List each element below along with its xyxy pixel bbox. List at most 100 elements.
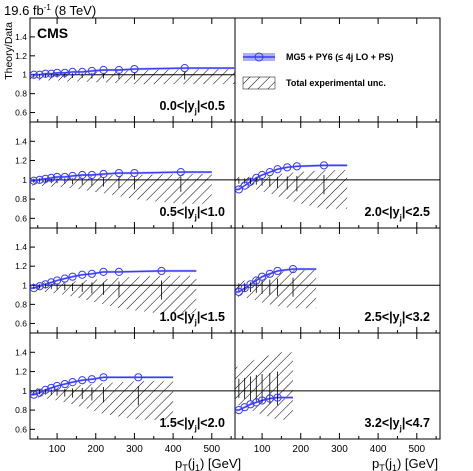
model-point [246,177,255,186]
model-point [114,65,124,75]
model-point [87,375,96,384]
y-tick-label: 1.2 [15,51,27,61]
model-point [52,172,62,182]
model-point [235,185,243,194]
panel-plot-area [30,64,235,85]
y-tick-label: 0.8 [15,299,27,309]
panel-plot-area [235,264,440,309]
model-point [68,378,77,387]
model-point [240,181,249,190]
model-point [78,270,87,279]
model-point [78,376,87,385]
model-point [68,272,77,281]
model-point [35,282,44,291]
y-tick-label: 1.4 [15,347,27,357]
model-point [252,398,261,407]
model-point [60,68,69,77]
model-point [30,284,38,293]
panel-frame-1-0 [234,17,441,123]
y-tick-label: 1.2 [15,367,27,377]
x-tick-label: 400 [165,444,182,455]
model-point [265,269,274,278]
y-tick-label: 0.8 [15,194,27,204]
model-point [52,68,62,77]
cms-label: CMS [37,25,68,41]
rapidity-bin-label: 2.5<|yj|<3.2 [364,310,430,327]
panel-plot-area [30,168,235,204]
model-point [30,70,38,79]
model-point [99,169,108,179]
panel-6: 3.2<|yj|<4.7 [235,352,440,433]
panel-frame-0-0: 0.6 0.8 1 1.2 1.4 [15,17,236,123]
legend-unc-swatch [242,76,276,90]
model-point [130,64,139,74]
panels: 0.60.811.21.40.60.811.21.40.60.811.21.40… [15,17,441,455]
model-point [265,394,274,403]
model-point [41,385,50,394]
rapidity-bin-label: 1.0<|yj|<1.5 [159,310,225,327]
model-point [41,69,50,78]
y-tick-label: 0.8 [15,405,27,415]
panel-5: 2.5<|yj|<3.2 [235,264,440,327]
model-point [257,170,267,180]
x-axis-title-right: pT(j1) [GeV] [372,456,438,471]
uncertainty-band [30,174,212,204]
model-point [47,69,56,78]
model-point [130,168,139,178]
model-point [60,172,69,182]
panel-plot-area [30,266,235,314]
model-point [134,373,143,382]
model-point [257,396,267,405]
model-point [273,393,282,402]
rapidity-bin-label: 3.2<|yj|<4.7 [364,416,430,433]
y-tick-label: 0.6 [15,318,27,328]
model-point [60,274,69,283]
y-tick-label: 1.4 [15,136,27,146]
legend-unc-text: Total experimental unc. [286,78,386,88]
rapidity-bin-label: 0.0<|yj|<0.5 [159,99,225,116]
model-point [265,168,274,177]
model-point [99,267,108,277]
model-point [78,67,87,76]
panel-1: 0.5<|yj|<1.0 [30,168,235,222]
model-point [35,70,44,79]
x-axis-title-left: pT(j1) [GeV] [175,456,241,471]
model-point [246,400,255,409]
y-tick-label: 0.6 [15,424,27,434]
model-point [87,66,96,76]
model-point [35,175,44,184]
model-point [319,161,329,170]
panel-border [234,17,441,123]
model-point [235,287,243,297]
y-tick-label: 1 [22,175,27,185]
x-tick-label: 100 [49,444,66,455]
model-point [41,174,50,183]
x-tick-label: 200 [87,444,104,455]
model-point [252,276,261,285]
panel-frame-0-3: 0.6 0.8 1 1.2 1.4 100 200 300 400 500 [15,332,236,455]
y-tick-label: 0.6 [15,108,27,118]
uncertainty-band [235,270,317,309]
model-point [30,390,38,399]
y-tick-label: 1 [22,70,27,80]
model-point [114,168,124,178]
x-tick-label: 500 [408,444,425,455]
rapidity-bin-label: 2.0<|yj|<2.5 [364,205,430,222]
y-axis-title: Theory/Data [3,22,15,80]
model-point [240,284,249,293]
y-tick-label: 1 [22,386,27,396]
y-tick-label: 0.6 [15,213,27,223]
model-point [180,64,189,73]
model-point [176,168,185,177]
model-line [235,396,294,411]
legend: MG5 + PY6 (≤ 4j LO + PS) Total experimen… [242,52,393,90]
rapidity-bin-label: 1.5<|yj|<2.0 [159,416,225,433]
model-point [60,379,69,389]
lumi-exponent: -1 [44,3,52,12]
model-point [273,165,282,174]
y-tick-label: 0.8 [15,89,27,99]
x-tick-label: 400 [370,444,387,455]
model-point [283,163,292,172]
model-point [288,264,298,274]
